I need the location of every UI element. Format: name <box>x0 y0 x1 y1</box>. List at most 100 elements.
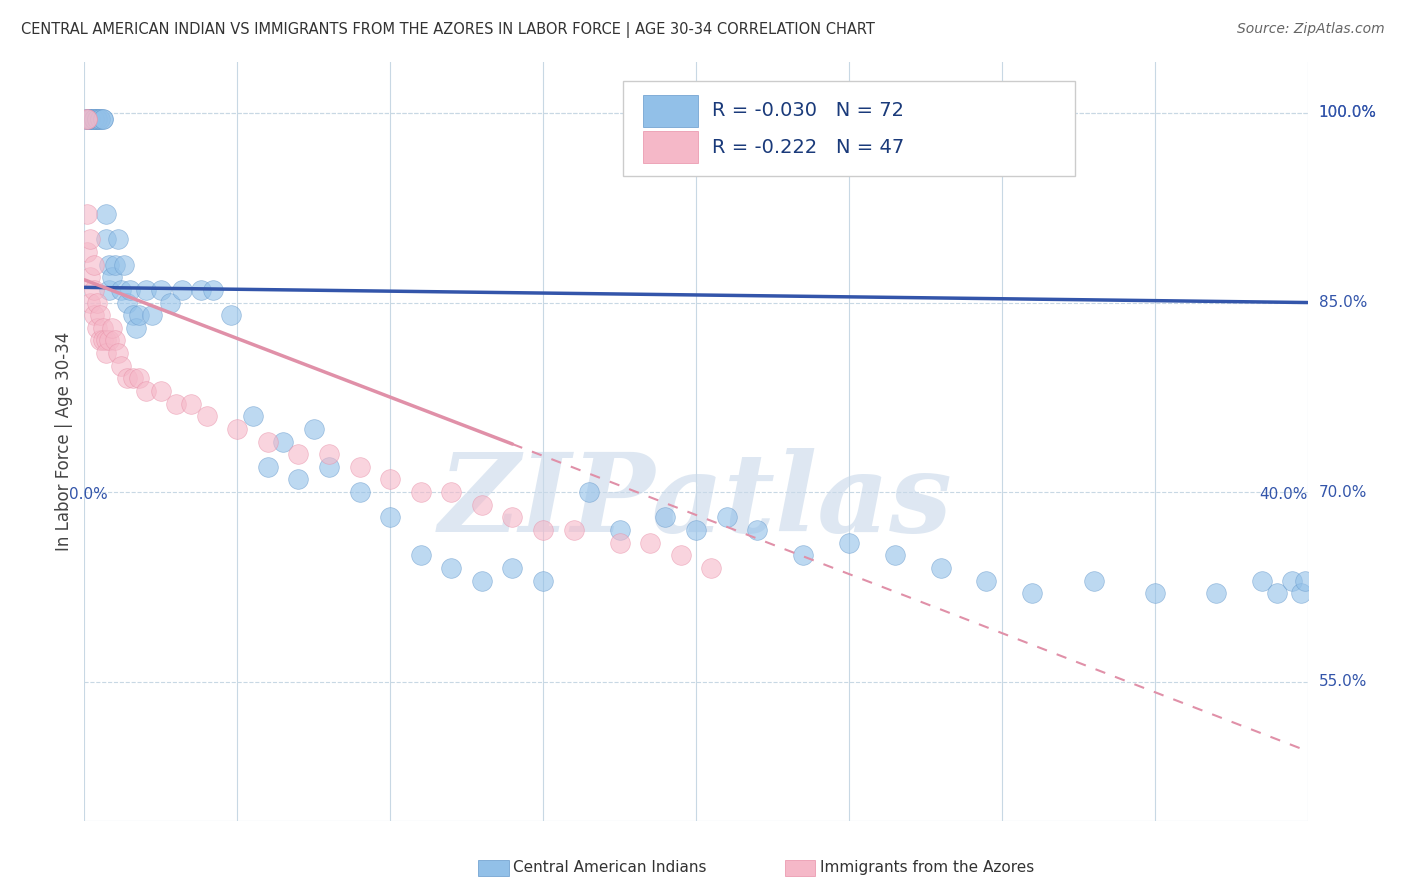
Point <box>669 548 692 562</box>
Point <box>86 112 108 127</box>
Point <box>1021 586 1043 600</box>
Point <box>76 112 98 127</box>
Point <box>471 498 494 512</box>
Text: R = -0.030   N = 72: R = -0.030 N = 72 <box>711 102 904 120</box>
Point <box>76 112 98 127</box>
Point <box>110 283 132 297</box>
Point <box>135 384 157 398</box>
Point <box>685 523 707 537</box>
Point <box>122 371 145 385</box>
Point <box>112 258 135 272</box>
Text: R = -0.222   N = 47: R = -0.222 N = 47 <box>711 138 904 157</box>
Point <box>609 523 631 537</box>
Point <box>165 396 187 410</box>
Point <box>79 295 101 310</box>
FancyBboxPatch shape <box>623 81 1076 177</box>
Point <box>716 510 738 524</box>
Point <box>149 283 172 297</box>
Point <box>104 258 127 272</box>
Point <box>609 535 631 549</box>
Point <box>110 359 132 373</box>
Text: 85.0%: 85.0% <box>1319 295 1367 310</box>
Point <box>125 321 148 335</box>
Point <box>122 308 145 322</box>
Point <box>792 548 814 562</box>
Point <box>76 244 98 259</box>
Point <box>115 371 138 385</box>
Point <box>287 447 309 461</box>
Point <box>318 459 340 474</box>
Bar <box>644 95 699 127</box>
Point <box>226 422 249 436</box>
Text: 55.0%: 55.0% <box>1319 674 1367 690</box>
Point <box>135 283 157 297</box>
Point <box>638 535 661 549</box>
Point <box>101 270 124 285</box>
Point <box>79 112 101 127</box>
Point <box>83 112 105 127</box>
Point <box>107 346 129 360</box>
Point <box>76 207 98 221</box>
Point <box>195 409 218 424</box>
Point <box>257 459 280 474</box>
Point <box>349 485 371 500</box>
Point <box>976 574 998 588</box>
Point <box>86 321 108 335</box>
Point <box>1083 574 1105 588</box>
Point <box>89 112 111 127</box>
Point <box>89 334 111 348</box>
Point <box>89 112 111 127</box>
Point <box>86 112 108 127</box>
Point <box>409 548 432 562</box>
Point <box>115 295 138 310</box>
Text: 70.0%: 70.0% <box>1319 484 1367 500</box>
Point <box>380 510 402 524</box>
Point <box>440 485 463 500</box>
Point <box>531 574 554 588</box>
Point <box>149 384 172 398</box>
Point <box>86 112 108 127</box>
Point <box>79 112 101 127</box>
Point <box>578 485 600 500</box>
Point <box>1294 574 1316 588</box>
Point <box>747 523 769 537</box>
Point <box>83 283 105 297</box>
Point <box>1205 586 1227 600</box>
Point <box>190 283 212 297</box>
Point <box>83 308 105 322</box>
Point <box>929 561 952 575</box>
Text: 40.0%: 40.0% <box>1260 487 1308 502</box>
Point <box>180 396 202 410</box>
Point <box>257 434 280 449</box>
Point <box>172 283 194 297</box>
Point <box>79 270 101 285</box>
Point <box>128 371 150 385</box>
Text: Source: ZipAtlas.com: Source: ZipAtlas.com <box>1237 22 1385 37</box>
Point <box>302 422 325 436</box>
Point <box>89 308 111 322</box>
Point <box>91 321 114 335</box>
Point <box>128 308 150 322</box>
Point <box>1265 586 1288 600</box>
Point <box>76 112 98 127</box>
Point <box>242 409 264 424</box>
Point <box>838 535 860 549</box>
Point <box>97 334 120 348</box>
Text: 100.0%: 100.0% <box>1319 105 1376 120</box>
Point <box>287 473 309 487</box>
Point <box>318 447 340 461</box>
Point <box>1281 574 1303 588</box>
Point <box>502 561 524 575</box>
Text: 0.0%: 0.0% <box>69 487 108 502</box>
Point <box>201 283 224 297</box>
Text: Immigrants from the Azores: Immigrants from the Azores <box>820 860 1033 874</box>
Point <box>107 232 129 246</box>
Point <box>79 112 101 127</box>
Point <box>97 258 120 272</box>
Point <box>380 473 402 487</box>
Point <box>79 112 101 127</box>
Point <box>94 346 117 360</box>
Text: 100.0%: 100.0% <box>1319 105 1376 120</box>
Point <box>654 510 676 524</box>
Point <box>97 283 120 297</box>
